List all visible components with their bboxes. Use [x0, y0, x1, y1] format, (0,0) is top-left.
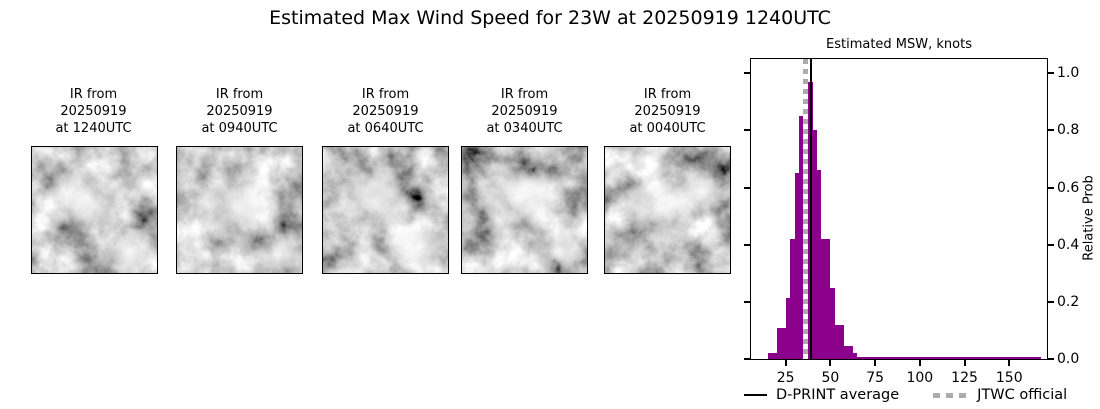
histogram-bar [843, 345, 849, 359]
histogram-bar [834, 324, 840, 359]
x-axis-tick-label: 75 [866, 370, 885, 386]
x-axis-tick [1008, 360, 1011, 366]
chart-title: Estimated MSW, knots [826, 37, 972, 52]
histogram-bar [781, 327, 786, 359]
histogram-bar [839, 324, 844, 359]
legend-item-jtwc: JTWC official [933, 387, 1067, 403]
y-axis-tick [1048, 300, 1054, 303]
histogram-bar [852, 353, 858, 359]
histogram-bar [825, 239, 831, 359]
y-axis-tick [744, 129, 750, 132]
x-axis-tick [963, 360, 966, 366]
dprint-average-line [809, 59, 812, 359]
ir-satellite-image [176, 146, 303, 274]
ir-cloud-texture [323, 147, 448, 273]
x-axis-tick-label: 150 [995, 370, 1023, 386]
ir-satellite-image [322, 146, 449, 274]
x-axis-tick-label: 25 [776, 370, 795, 386]
ir-cloud-texture [605, 147, 730, 273]
histogram-bar [772, 353, 777, 359]
y-axis-tick [744, 358, 750, 360]
y-axis-tick [1048, 186, 1054, 189]
x-axis-tick [829, 360, 832, 366]
ir-cloud-texture [462, 147, 587, 273]
histogram-bar [830, 287, 835, 359]
y-axis-label: Relative Prob [1081, 175, 1097, 261]
ir-panel-label: IR from 20250919 at 0340UTC [486, 87, 563, 136]
histogram-bar [767, 353, 773, 359]
page-title: Estimated Max Wind Speed for 23W at 2025… [269, 7, 831, 29]
histogram-bar [821, 239, 826, 359]
ir-panel-label: IR from 20250919 at 0040UTC [629, 87, 706, 136]
x-axis-tick-label: 50 [821, 370, 840, 386]
legend-item-dprint: D-PRINT average [744, 387, 899, 403]
histogram-bar [794, 173, 800, 359]
histogram-bar [776, 327, 782, 359]
y-axis-tick-label: 0.8 [1057, 122, 1080, 139]
histogram-plot: 25 50 75 100 125 150 0.0 0.2 0.4 0.6 0.8 1.0 [744, 58, 1079, 386]
histogram-bar [812, 130, 817, 359]
y-axis-tick [1048, 243, 1054, 246]
histogram-bar [790, 239, 795, 359]
y-axis-tick [1048, 129, 1054, 132]
legend-label: JTWC official [977, 387, 1068, 403]
solid-line-swatch [744, 394, 767, 396]
y-axis-tick [744, 243, 750, 246]
y-axis-tick [1048, 358, 1054, 360]
ir-satellite-image [461, 146, 588, 274]
y-axis-tick-label: 0.4 [1057, 236, 1080, 253]
ir-panel-label: IR from 20250919 at 0940UTC [201, 87, 278, 136]
x-axis-tick [918, 360, 921, 366]
y-axis-tick-label: 0.6 [1057, 179, 1080, 196]
histogram-bar [857, 356, 1042, 359]
legend-label: D-PRINT average [776, 387, 900, 403]
ir-panel-label: IR from 20250919 at 1240UTC [55, 87, 132, 136]
y-axis-tick [744, 72, 750, 75]
x-axis-tick [874, 360, 877, 366]
y-axis-tick-label: 1.0 [1057, 65, 1080, 82]
jtwc-official-line [802, 59, 808, 359]
chart-legend: D-PRINT average JTWC official [744, 387, 1067, 403]
y-axis-tick-label: 0.0 [1057, 351, 1080, 367]
histogram-bar [816, 170, 822, 359]
histogram-bar [848, 345, 853, 359]
y-axis-tick-label: 0.2 [1057, 293, 1080, 310]
x-axis-tick [784, 360, 787, 366]
ir-cloud-texture [177, 147, 302, 273]
x-axis-tick-label: 100 [906, 370, 934, 386]
ir-cloud-texture [32, 147, 157, 273]
y-axis-tick [744, 186, 750, 189]
y-axis-tick [1048, 72, 1054, 75]
histogram-bar [785, 297, 791, 359]
ir-satellite-image [604, 146, 731, 274]
ir-panel-label: IR from 20250919 at 0640UTC [347, 87, 424, 136]
y-axis-tick [744, 300, 750, 303]
dotted-line-swatch [933, 392, 969, 398]
histogram-bar [799, 116, 804, 359]
ir-satellite-image [31, 146, 158, 274]
x-axis-tick-label: 125 [951, 370, 978, 386]
